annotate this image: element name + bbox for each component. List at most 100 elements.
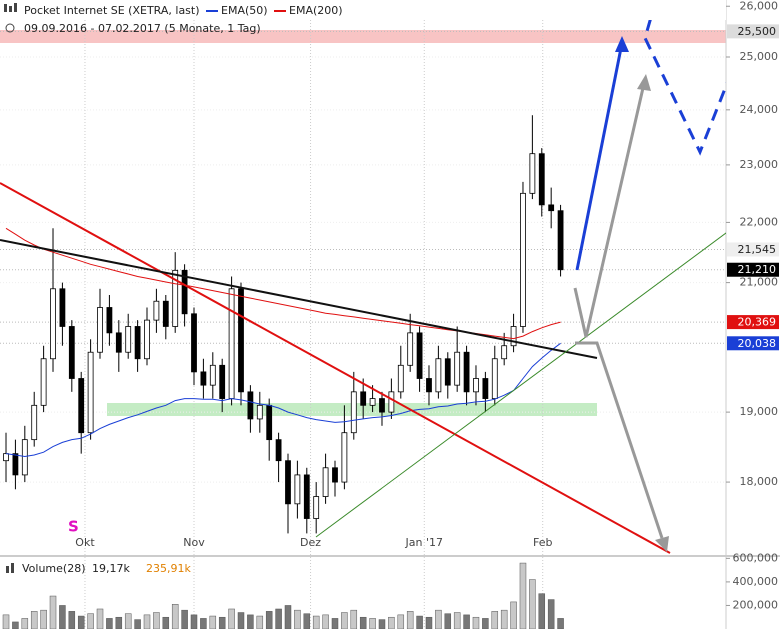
volume-bar: [482, 618, 489, 629]
candle: [275, 432, 282, 483]
volume-bar: [2, 614, 10, 629]
candle-body: [529, 153, 536, 194]
candle: [350, 371, 357, 440]
y-tick-label: 21,000: [740, 276, 779, 289]
volume-bar: [275, 608, 282, 629]
price-tag: [727, 24, 779, 39]
volume-bar: [538, 593, 546, 629]
y-tick-label: 25,000: [740, 50, 779, 63]
candle: [209, 352, 216, 399]
candle: [303, 467, 310, 534]
candle-body: [332, 467, 338, 483]
candle: [501, 332, 508, 366]
candle-body: [162, 300, 169, 327]
candle-body: [538, 153, 545, 206]
volume-bar: [115, 616, 123, 629]
candle: [106, 294, 113, 346]
volume-bar: [77, 615, 85, 629]
volume-bar: [359, 616, 367, 629]
y-tick-label: 26,000: [740, 0, 779, 12]
volume-stat: 19,17k: [92, 562, 130, 575]
drawings: [0, 0, 726, 554]
candle: [379, 391, 385, 426]
icon: [6, 566, 9, 573]
candle-body: [303, 474, 310, 519]
candle: [134, 320, 141, 372]
volume-panel: [2, 562, 564, 629]
candle: [247, 385, 254, 433]
volume-bar: [218, 616, 226, 629]
volume-bar: [209, 615, 217, 629]
y-tick-label: 19,000: [740, 405, 779, 418]
x-tick-label: Dez: [300, 536, 321, 549]
price-tag: [727, 242, 779, 257]
volume-bar: [171, 604, 179, 629]
candle: [219, 358, 226, 413]
candle: [557, 204, 564, 277]
candle-body: [238, 288, 244, 393]
candle: [12, 439, 19, 490]
candle: [31, 391, 38, 447]
volume-bar: [40, 609, 47, 629]
candle-body: [275, 439, 282, 462]
candle: [407, 313, 414, 372]
candle-body: [491, 358, 498, 399]
candle-body: [473, 378, 479, 393]
candle: [238, 282, 244, 406]
projection: [643, 0, 726, 156]
volume-bar: [529, 579, 536, 629]
resistance-band: [0, 30, 726, 43]
candle-body: [144, 319, 150, 360]
arrow-head: [655, 536, 669, 552]
candle-body: [520, 192, 526, 327]
candle-body: [78, 378, 85, 434]
arrow: [573, 87, 645, 338]
candle-body: [31, 404, 38, 441]
trend-line: [315, 232, 726, 538]
candle: [78, 371, 85, 454]
candle-body: [426, 378, 432, 393]
volume-stat: 235,91k: [146, 562, 191, 575]
candle-body: [97, 307, 103, 353]
candle: [341, 405, 348, 490]
candle: [529, 115, 536, 200]
volume-bar: [341, 612, 348, 629]
volume-bar: [247, 614, 254, 629]
volume-bar: [190, 614, 198, 629]
candle-body: [397, 364, 404, 393]
x-tick-label: Feb: [533, 536, 552, 549]
candle-body: [313, 496, 320, 519]
volume-bar: [444, 613, 452, 629]
candle-body: [341, 432, 348, 483]
candle-body: [59, 288, 66, 327]
candle-body: [510, 326, 517, 347]
candle-body: [106, 307, 113, 334]
candle-body: [219, 364, 226, 399]
candle-body: [463, 351, 470, 393]
volume-label: Volume(28): [22, 562, 86, 575]
candle-body: [200, 371, 207, 386]
candle-body: [181, 269, 188, 315]
trend-line: [0, 239, 598, 359]
candle-body: [12, 453, 19, 476]
y-tick-label: 18,000: [740, 475, 779, 488]
candle: [473, 365, 479, 406]
volume-bar: [143, 614, 151, 629]
volume-bar: [59, 605, 66, 629]
volume-bar: [557, 618, 564, 629]
volume-bar: [237, 612, 245, 629]
volume-bar: [68, 611, 76, 629]
volume-bar: [162, 616, 170, 629]
x-tick-label: Okt: [75, 536, 95, 549]
volume-bar: [519, 562, 527, 629]
candle-body: [482, 378, 489, 399]
candle-body: [50, 288, 56, 360]
volume-bar: [406, 611, 414, 629]
volume-bar: [96, 608, 104, 629]
candle: [285, 453, 291, 534]
legend-label: EMA(50): [221, 4, 268, 17]
candle-body: [454, 351, 461, 386]
header: Pocket Internet SE (XETRA, last) EMA(50)…: [4, 3, 343, 575]
candle: [454, 326, 461, 392]
